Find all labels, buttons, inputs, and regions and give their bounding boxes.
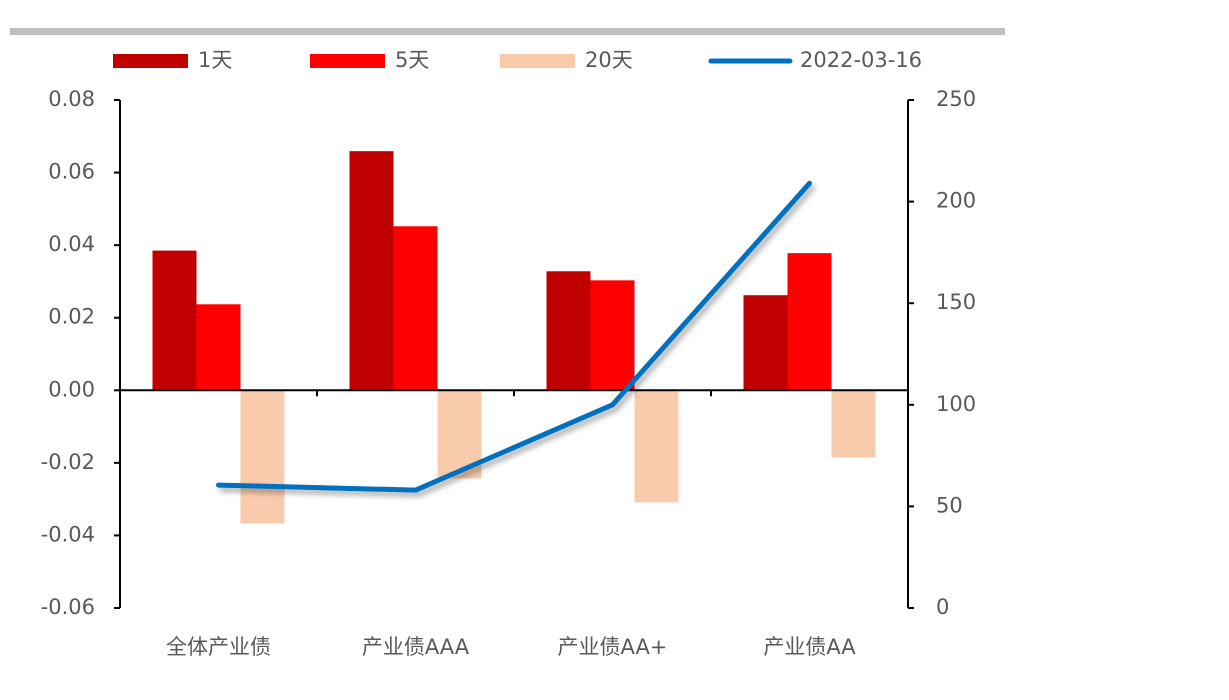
x-tick-label: 产业债AAA (362, 635, 470, 659)
x-tick-label: 全体产业债 (166, 635, 271, 659)
bar (831, 390, 876, 458)
y-tick-label: 0.08 (48, 87, 95, 111)
y-tick-label: 0.06 (48, 160, 95, 184)
legend-label: 20天 (585, 48, 633, 72)
legend-swatch (113, 54, 188, 68)
bar (393, 226, 438, 391)
y2-tick-label: 0 (936, 595, 949, 619)
legend-swatch (500, 54, 575, 68)
y2-tick-label: 150 (936, 290, 976, 314)
bar (349, 151, 394, 391)
bar (590, 280, 635, 391)
y-tick-label: 0.04 (48, 232, 95, 256)
legend-swatch (310, 54, 385, 68)
line-series (216, 180, 812, 493)
x-tick-label: 产业债AA (763, 635, 856, 659)
x-tick-label: 产业债AA+ (558, 635, 668, 659)
y2-tick-label: 250 (936, 87, 976, 111)
bar (196, 304, 241, 391)
y-tick-label: -0.02 (41, 450, 95, 474)
legend-label: 2022-03-16 (800, 48, 922, 72)
bar (546, 271, 591, 391)
legend-label: 1天 (198, 48, 232, 72)
legend-label: 5天 (395, 48, 429, 72)
y2-tick-label: 100 (936, 392, 976, 416)
y2-tick-label: 200 (936, 189, 976, 213)
y-tick-label: -0.06 (41, 595, 95, 619)
bar (743, 295, 788, 391)
y-tick-label: 0.00 (48, 377, 95, 401)
y-tick-label: -0.04 (41, 522, 95, 546)
bar (787, 253, 832, 391)
y-tick-label: 0.02 (48, 305, 95, 329)
y2-tick-label: 50 (936, 493, 963, 517)
bar (240, 390, 285, 524)
bar (152, 250, 197, 391)
bar (634, 390, 679, 503)
header-band (10, 28, 1005, 35)
